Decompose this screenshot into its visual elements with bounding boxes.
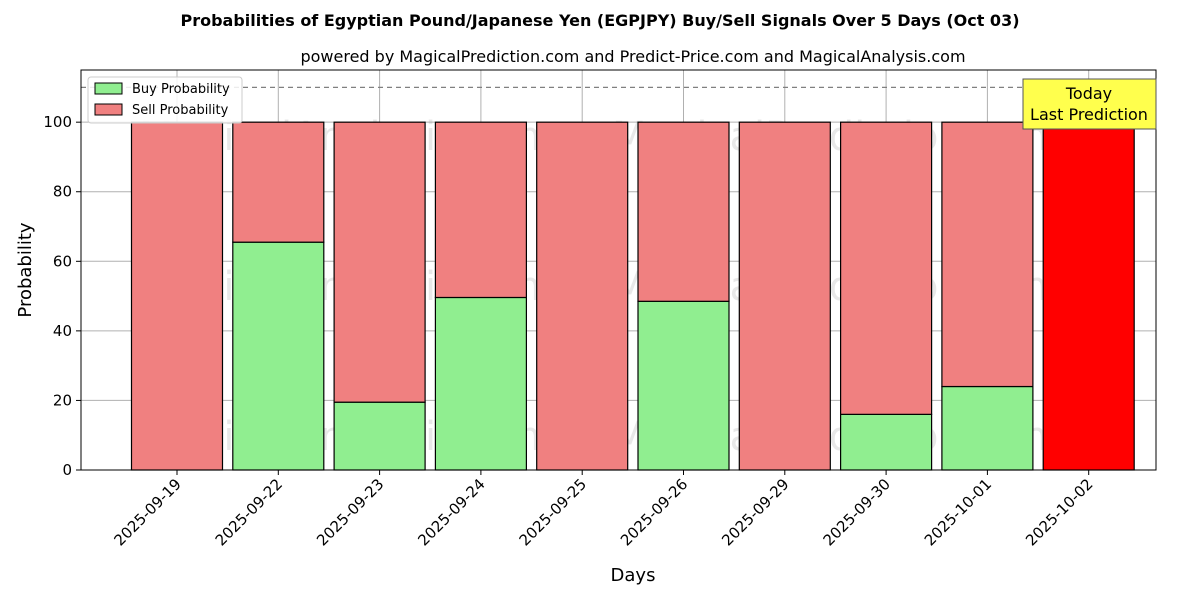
bar-sell: [130, 121, 224, 471]
today-annotation: Today Last Prediction: [1022, 78, 1157, 130]
x-tick-label: 2025-10-01: [921, 475, 995, 549]
bar-sell: [232, 121, 325, 243]
x-tick-label: 2025-09-23: [313, 475, 387, 549]
y-ticks: 0 20 40 60 80 100: [43, 113, 81, 479]
x-tick-label: 2025-09-25: [516, 475, 590, 549]
x-tick-label: 2025-10-02: [1022, 475, 1096, 549]
y-tick-label: 20: [53, 391, 72, 409]
x-tick-label: 2025-09-24: [414, 475, 488, 549]
annotation-line: Last Prediction: [1030, 105, 1148, 124]
legend-entry: Sell Probability: [132, 103, 229, 118]
x-tick-label: 2025-09-29: [718, 475, 792, 549]
bar-sell: [536, 121, 629, 471]
bar-buy: [333, 401, 426, 471]
legend-box: [87, 76, 243, 124]
x-tick-label: 2025-09-19: [110, 475, 184, 549]
legend-entry: Buy Probability: [132, 82, 230, 97]
plot-frame: [80, 69, 1157, 471]
y-tick-label: 40: [53, 322, 72, 340]
y-tick-label: 100: [43, 113, 72, 131]
legend-swatch: [94, 82, 123, 95]
bar-sell: [839, 121, 933, 415]
x-tick-label: 2025-09-30: [820, 475, 894, 549]
bar-sell: [738, 121, 831, 471]
x-tick-label: 2025-09-26: [617, 475, 691, 549]
bar-buy: [941, 385, 1034, 471]
bar-buy: [637, 300, 730, 471]
x-ticks: 2025-09-19 2025-09-22 2025-09-23 2025-09-24…: [110, 470, 1097, 549]
bar-sell: [434, 121, 527, 299]
y-axis-label: Probability: [15, 222, 36, 317]
annotation-line: Today: [1065, 84, 1112, 103]
y-tick-label: 60: [53, 252, 72, 270]
bar-sell: [941, 121, 1034, 388]
bar-buy: [839, 413, 933, 471]
chart-title: Probabilities of Egyptian Pound/Japanese…: [180, 11, 1019, 30]
bar-sell: [333, 121, 426, 403]
legend: Buy Probability Sell Probability: [87, 76, 243, 124]
x-axis-label: Days: [611, 565, 656, 586]
x-tick-label: 2025-09-22: [212, 475, 286, 549]
y-tick-label: 80: [53, 183, 72, 201]
bar-buy: [232, 241, 325, 471]
legend-swatch: [94, 103, 123, 116]
annotation-box: [1022, 78, 1157, 130]
chart-subtitle: powered by MagicalPrediction.com and Pre…: [300, 47, 965, 66]
bars: [130, 121, 1135, 471]
bar-sell-today: [1042, 121, 1135, 471]
bar-buy: [434, 296, 527, 471]
y-tick-label: 0: [62, 461, 72, 479]
bar-sell: [637, 121, 730, 302]
